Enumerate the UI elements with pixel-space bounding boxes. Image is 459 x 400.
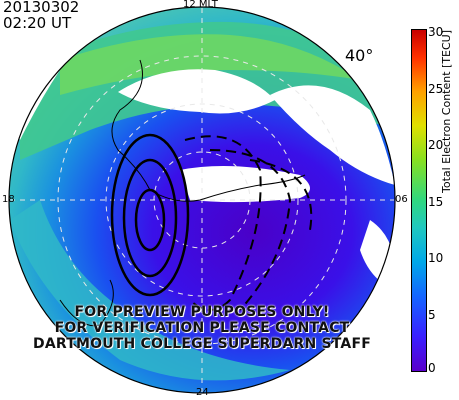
map-time: 02:20 UT [3,14,72,32]
mlt-label-top: 12 MLT [183,0,218,10]
colorbar-tick-15: 15 [428,195,444,209]
mlt-label-right: 06 [395,194,408,205]
data-gap-center [180,166,310,203]
warning-line-3: DARTMOUTH COLLEGE SUPERDARN STAFF [33,336,371,352]
map-boundary [8,6,396,394]
mlt-label-left: 18 [2,194,15,205]
preview-warning: FOR PREVIEW PURPOSES ONLY! FOR VERIFICAT… [0,304,404,352]
colorbar-tick-20: 20 [428,138,444,152]
colorbar-tick-5: 5 [428,308,436,322]
map-date: 20130302 [3,0,80,16]
colorbar-tick-0: 0 [428,361,436,375]
colorbar-tick-10: 10 [428,251,444,265]
colorbar-tick-25: 25 [428,82,444,96]
tec-lower-band [10,200,290,381]
warning-line-1: FOR PREVIEW PURPOSES ONLY! [74,304,330,320]
coastline-south [59,279,114,327]
colorbar [411,29,427,372]
mlt-label-bottom: 24 [196,387,209,398]
mlt-meridians [10,8,394,392]
data-gap-north [118,69,275,114]
colorbar-title: Total Electron Content [TECU] [440,29,453,193]
data-gap-east [270,85,395,185]
convection-contours-dashed [184,135,313,311]
latitude-label: 40° [345,46,374,65]
warning-line-2: FOR VERIFICATION PLEASE CONTACT [54,320,350,336]
colorbar-tick-30: 30 [428,25,444,39]
convection-contours-solid [110,133,190,297]
tec-peak-band [60,34,360,95]
